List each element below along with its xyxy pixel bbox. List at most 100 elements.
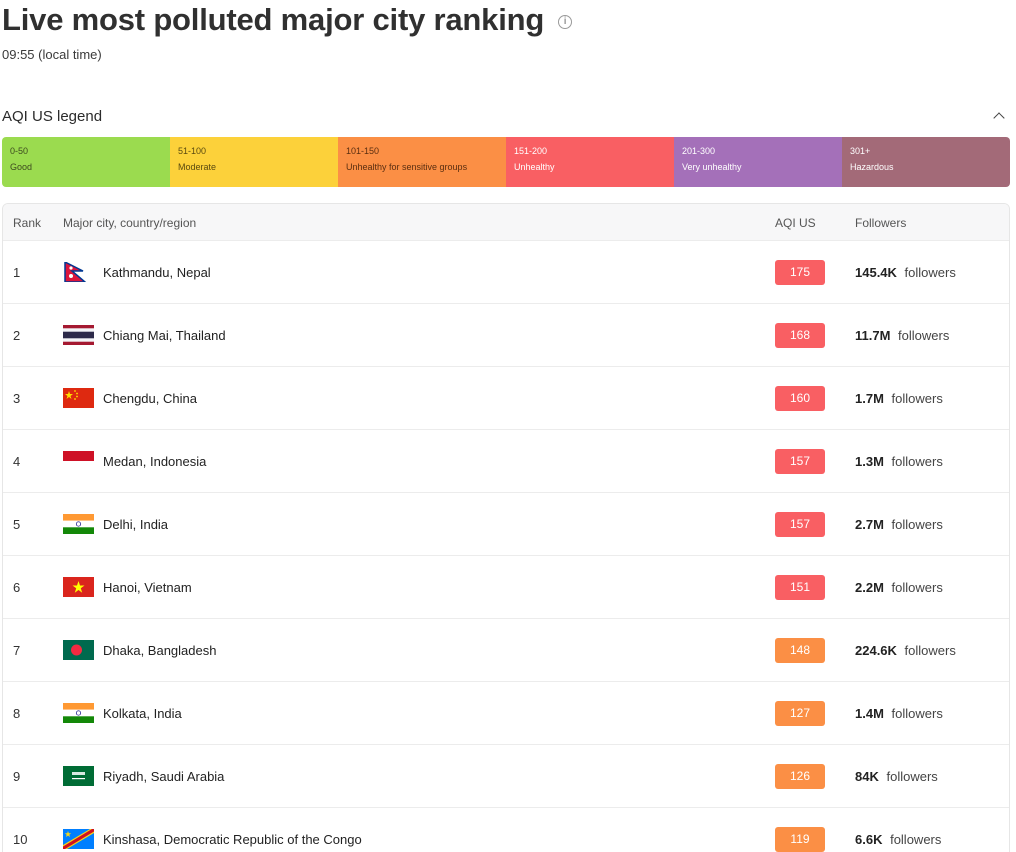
followers-suffix: followers (887, 390, 943, 406)
legend-range: 201-300 (682, 146, 716, 156)
row-followers: 224.6K followers (855, 643, 956, 658)
table-row[interactable]: 9 Riyadh, Saudi Arabia 126 84K followers (3, 745, 1009, 808)
row-followers: 1.3M followers (855, 454, 943, 469)
followers-suffix: followers (887, 453, 943, 469)
legend-segment: 151-200 Unhealthy (506, 137, 674, 187)
vietnam-flag-icon (63, 577, 94, 597)
aqi-badge: 127 (775, 701, 825, 726)
row-city-link[interactable]: Chiang Mai, Thailand (103, 327, 226, 343)
row-city-link[interactable]: Kathmandu, Nepal (103, 264, 211, 280)
header-city: Major city, country/region (63, 216, 197, 230)
aqi-badge: 148 (775, 638, 825, 663)
legend-label: Unhealthy for sensitive groups (346, 162, 468, 172)
india-flag-icon (63, 514, 94, 534)
table-row[interactable]: 4 Medan, Indonesia 157 1.3M followers (3, 430, 1009, 493)
row-city-link[interactable]: Kolkata, India (103, 705, 182, 721)
table-row[interactable]: 7 Dhaka, Bangladesh 148 224.6K followers (3, 619, 1009, 682)
row-followers: 145.4K followers (855, 265, 956, 280)
row-followers: 6.6K followers (855, 832, 941, 847)
followers-count: 11.7M (855, 327, 891, 343)
followers-count: 1.4M (855, 705, 884, 721)
row-rank: 7 (13, 642, 21, 658)
table-body: 1 Kathmandu, Nepal 175 145.4K followers 2 Chi… (3, 241, 1009, 852)
followers-count: 145.4K (855, 264, 897, 280)
thailand-flag-icon (63, 325, 94, 345)
legend-segment: 0-50 Good (2, 137, 170, 187)
followers-count: 224.6K (855, 642, 897, 658)
legend-segment: 301+ Hazardous (842, 137, 1010, 187)
row-followers: 84K followers (855, 769, 938, 784)
row-city-link[interactable]: Dhaka, Bangladesh (103, 642, 217, 658)
legend-range: 151-200 (514, 146, 548, 156)
followers-suffix: followers (887, 579, 943, 595)
legend-label: Good (10, 162, 33, 172)
table-row[interactable]: 1 Kathmandu, Nepal 175 145.4K followers (3, 241, 1009, 304)
bangladesh-flag-icon (63, 640, 94, 660)
legend-label: Moderate (178, 162, 217, 172)
info-icon[interactable]: i (558, 15, 573, 29)
row-rank: 4 (13, 453, 21, 469)
legend-label: Very unhealthy (682, 162, 742, 172)
row-rank: 1 (13, 264, 21, 280)
aqi-badge: 157 (775, 512, 825, 537)
followers-count: 1.7M (855, 390, 884, 406)
row-rank: 8 (13, 705, 21, 721)
page-title: Live most polluted major city ranking (2, 2, 545, 37)
row-rank: 9 (13, 768, 21, 784)
legend-header[interactable]: AQI US legend (2, 105, 1010, 127)
followers-suffix: followers (894, 327, 950, 343)
row-city-link[interactable]: Hanoi, Vietnam (103, 579, 192, 595)
legend-label: Unhealthy (514, 162, 555, 172)
aqi-badge: 157 (775, 449, 825, 474)
aqi-badge: 151 (775, 575, 825, 600)
row-city-link[interactable]: Delhi, India (103, 516, 169, 532)
china-flag-icon (63, 388, 94, 408)
saudi-arabia-flag-icon (63, 766, 94, 786)
nepal-flag-icon (63, 262, 94, 282)
legend-segment: 51-100 Moderate (170, 137, 338, 187)
legend-segment: 101-150 Unhealthy for sensitive groups (338, 137, 506, 187)
header-followers[interactable]: Followers (855, 216, 907, 230)
followers-suffix: followers (887, 705, 943, 721)
table-row[interactable]: 2 Chiang Mai, Thailand 168 11.7M followers (3, 304, 1009, 367)
header-rank[interactable]: Rank (13, 216, 42, 230)
row-followers: 1.4M followers (855, 706, 943, 721)
row-followers: 2.7M followers (855, 517, 943, 532)
row-followers: 2.2M followers (855, 580, 943, 595)
chevron-up-icon[interactable] (992, 109, 1006, 123)
row-city-link[interactable]: Riyadh, Saudi Arabia (103, 768, 225, 784)
india-flag-icon (63, 703, 94, 723)
row-rank: 3 (13, 390, 21, 406)
local-time: 09:55 (local time) (2, 47, 102, 62)
legend-range: 301+ (850, 146, 871, 156)
table-row[interactable]: 10 Kinshasa, Democratic Republic of the C… (3, 808, 1009, 852)
legend-range: 51-100 (178, 146, 207, 156)
header-aqi[interactable]: AQI US (775, 216, 816, 230)
table-row[interactable]: 6 Hanoi, Vietnam 151 2.2M followers (3, 556, 1009, 619)
row-city-link[interactable]: Chengdu, China (103, 390, 197, 406)
legend-range: 101-150 (346, 146, 380, 156)
aqi-badge: 126 (775, 764, 825, 789)
followers-count: 6.6K (855, 831, 883, 847)
table-row[interactable]: 8 Kolkata, India 127 1.4M followers (3, 682, 1009, 745)
followers-suffix: followers (882, 768, 938, 784)
legend-segment: 201-300 Very unhealthy (674, 137, 842, 187)
dr-congo-flag-icon (63, 829, 94, 849)
aqi-badge: 168 (775, 323, 825, 348)
table-row[interactable]: 3 Chengdu, China 160 1.7M followers (3, 367, 1009, 430)
followers-suffix: followers (900, 264, 956, 280)
legend-label: Hazardous (850, 162, 894, 172)
row-rank: 10 (13, 831, 28, 847)
aqi-badge: 160 (775, 386, 825, 411)
followers-count: 84K (855, 768, 879, 784)
row-city-link[interactable]: Kinshasa, Democratic Republic of the Con… (103, 831, 362, 847)
followers-count: 2.7M (855, 516, 884, 532)
row-rank: 5 (13, 516, 21, 532)
row-rank: 2 (13, 327, 21, 343)
row-followers: 1.7M followers (855, 391, 943, 406)
followers-suffix: followers (887, 516, 943, 532)
followers-suffix: followers (886, 831, 942, 847)
row-city-link[interactable]: Medan, Indonesia (103, 453, 207, 469)
title-row: Live most polluted major city ranking i (2, 0, 573, 40)
table-row[interactable]: 5 Delhi, India 157 2.7M followers (3, 493, 1009, 556)
